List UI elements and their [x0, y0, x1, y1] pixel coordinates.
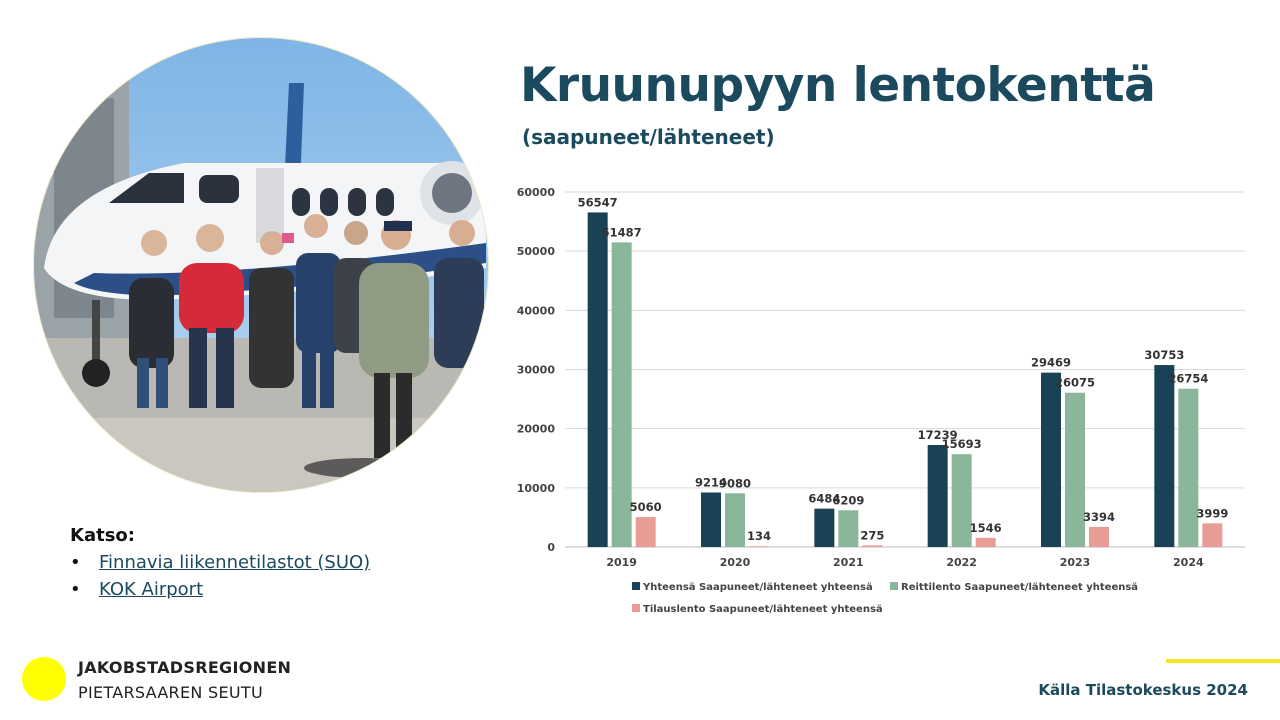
y-tick-label: 40000: [517, 304, 556, 317]
see-also-heading: Katso:: [70, 525, 135, 546]
bar: [701, 492, 721, 547]
bar: [725, 493, 745, 547]
bar-chart: 0 10000 20000 30000 40000 50000 60000 56547 5148…: [517, 186, 1245, 615]
x-tick-label: 2023: [1060, 556, 1091, 569]
data-label: 26754: [1168, 372, 1208, 386]
x-tick-label: 2020: [720, 556, 751, 569]
data-label: 17239: [918, 428, 958, 442]
data-label: 3394: [1083, 510, 1115, 524]
data-label: 56547: [578, 195, 618, 209]
bar: [611, 242, 632, 547]
data-label: 29469: [1031, 356, 1071, 370]
airport-photo: [33, 37, 489, 493]
bar: [838, 510, 859, 547]
x-tick-label: 2024: [1173, 556, 1204, 569]
data-label: 6484: [808, 492, 840, 506]
logo-dot-icon: [22, 657, 66, 701]
see-also-item: Finnavia liikennetilastot (SUO): [70, 549, 370, 576]
x-tick-label: 2021: [833, 556, 864, 569]
logo-name-finnish: PIETARSAAREN SEUTU: [78, 683, 264, 702]
bar: [1154, 365, 1175, 547]
y-tick-label: 30000: [517, 364, 556, 377]
bar: [749, 546, 769, 547]
data-label: 6209: [832, 493, 864, 507]
bar: [975, 537, 996, 547]
airplane-crowd-illustration: [34, 38, 488, 492]
legend-swatch: [890, 582, 898, 590]
legend-swatch: [632, 604, 640, 612]
bar: [635, 517, 656, 547]
accent-line: [1166, 659, 1280, 663]
data-label: 275: [860, 528, 884, 542]
bar: [927, 445, 948, 547]
y-tick-label: 10000: [517, 482, 556, 495]
y-tick-label: 20000: [517, 423, 556, 436]
bar: [951, 454, 972, 547]
see-also-list: Finnavia liikennetilastot (SUO) KOK Airp…: [70, 549, 370, 603]
bar: [1041, 372, 1061, 547]
data-label: 3999: [1196, 506, 1228, 520]
bar: [1178, 388, 1199, 547]
see-also-section: Katso: Finnavia liikennetilastot (SUO) K…: [70, 525, 370, 603]
x-tick-label: 2022: [946, 556, 977, 569]
see-also-item: KOK Airport: [70, 576, 370, 603]
legend-label: Tilauslento Saapuneet/lähteneet yhteensä: [643, 604, 883, 615]
data-label: 9080: [719, 476, 751, 490]
kok-airport-link[interactable]: KOK Airport: [99, 579, 204, 600]
data-label: 1546: [970, 521, 1002, 535]
y-tick-label: 60000: [517, 186, 556, 199]
bar: [862, 545, 883, 547]
data-label: 5060: [630, 500, 662, 514]
data-label: 15693: [942, 437, 982, 451]
page-title: Kruunupyyn lentokenttä: [520, 58, 1156, 113]
data-label: 30753: [1144, 348, 1184, 362]
legend-label: Reittilento Saapuneet/lähteneet yhteensä: [901, 582, 1138, 593]
finnavia-stats-link[interactable]: Finnavia liikennetilastot (SUO): [99, 552, 371, 573]
data-label: 51487: [602, 225, 642, 239]
data-label: 9214: [695, 475, 727, 489]
y-tick-label: 0: [547, 541, 555, 554]
legend-label: Yhteensä Saapuneet/lähteneet yhteensä: [642, 582, 873, 593]
logo-name-swedish: JAKOBSTADSREGIONEN: [78, 658, 292, 677]
bar: [1202, 523, 1223, 547]
bar: [814, 508, 835, 547]
bar: [1065, 392, 1085, 547]
legend-swatch: [632, 582, 640, 590]
data-label: 26075: [1055, 376, 1095, 390]
page-subtitle: (saapuneet/lähteneet): [522, 125, 775, 149]
x-tick-label: 2019: [606, 556, 637, 569]
source-note: Källa Tilastokeskus 2024: [1038, 681, 1248, 699]
bar: [587, 212, 608, 548]
data-label: 134: [747, 529, 771, 543]
y-tick-label: 50000: [517, 245, 556, 258]
bar: [1089, 526, 1109, 547]
